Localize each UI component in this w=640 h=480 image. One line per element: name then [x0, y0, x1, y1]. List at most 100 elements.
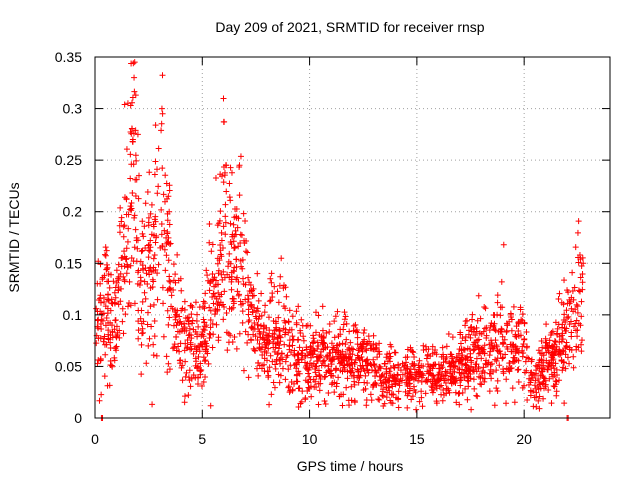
- data-point: [482, 305, 489, 312]
- data-point: [167, 278, 174, 285]
- data-point: [549, 328, 556, 335]
- data-point: [310, 335, 317, 342]
- data-point: [250, 325, 257, 332]
- y-tick-label: 0.35: [55, 49, 82, 65]
- data-point: [569, 269, 576, 276]
- data-point: [295, 385, 302, 392]
- data-point: [95, 316, 102, 323]
- data-point: [430, 380, 437, 387]
- data-point: [317, 375, 324, 382]
- data-point: [496, 362, 503, 369]
- data-point: [204, 272, 211, 279]
- data-point: [231, 334, 238, 341]
- data-point: [449, 334, 456, 341]
- data-point: [296, 344, 303, 351]
- y-tick-label: 0.2: [63, 204, 83, 220]
- y-tick-label: 0.3: [63, 101, 83, 117]
- data-point: [491, 312, 498, 319]
- data-point: [188, 375, 195, 382]
- data-point: [285, 366, 292, 373]
- data-point: [216, 217, 223, 224]
- data-point: [469, 316, 476, 323]
- data-point: [423, 376, 430, 383]
- data-point: [430, 386, 437, 393]
- data-point: [274, 351, 281, 358]
- data-point: [443, 354, 450, 361]
- data-point: [570, 308, 577, 315]
- data-point: [138, 341, 145, 348]
- data-point: [236, 162, 243, 169]
- data-point: [423, 355, 430, 362]
- data-point: [406, 380, 413, 387]
- data-point: [567, 298, 574, 305]
- data-point: [552, 378, 559, 385]
- data-point: [101, 335, 108, 342]
- data-point: [362, 372, 369, 379]
- data-point: [271, 384, 278, 391]
- data-point: [522, 358, 529, 365]
- data-point: [386, 368, 393, 375]
- data-point: [194, 333, 201, 340]
- data-point: [418, 394, 425, 401]
- data-point: [172, 271, 179, 278]
- data-point: [463, 355, 470, 362]
- data-point: [357, 341, 364, 348]
- data-point: [308, 393, 315, 400]
- data-point: [277, 338, 284, 345]
- data-point: [517, 332, 524, 339]
- data-point: [434, 377, 441, 384]
- data-point: [219, 173, 225, 180]
- data-point: [379, 371, 386, 378]
- data-point: [155, 145, 162, 152]
- data-point: [578, 337, 585, 344]
- data-point: [242, 218, 249, 225]
- data-point: [462, 318, 469, 325]
- data-point: [179, 362, 186, 369]
- data-point: [129, 99, 136, 106]
- data-point: [509, 385, 516, 392]
- data-point: [148, 201, 155, 208]
- data-point: [455, 358, 462, 365]
- data-point: [397, 375, 404, 382]
- data-point: [284, 352, 291, 359]
- data-point: [336, 360, 343, 367]
- data-point: [129, 189, 136, 196]
- data-point: [470, 325, 477, 332]
- data-point: [198, 332, 205, 339]
- data-point: [289, 313, 296, 320]
- data-point: [185, 392, 192, 399]
- data-point: [135, 335, 142, 342]
- data-point: [112, 317, 119, 324]
- data-point: [300, 337, 307, 344]
- data-point: [214, 301, 221, 308]
- data-point: [474, 317, 481, 324]
- data-point: [271, 283, 278, 290]
- data-point: [299, 388, 306, 395]
- data-point: [548, 371, 555, 378]
- data-point: [208, 248, 215, 255]
- data-point: [195, 323, 202, 330]
- data-point: [245, 306, 252, 313]
- data-point: [270, 379, 277, 386]
- data-point: [440, 386, 447, 393]
- data-point: [399, 371, 406, 378]
- data-point: [145, 247, 152, 254]
- data-point: [422, 378, 429, 385]
- data-point: [245, 274, 252, 281]
- data-point: [186, 331, 193, 338]
- data-point: [370, 356, 377, 363]
- data-point: [170, 261, 177, 268]
- data-point: [527, 369, 534, 376]
- data-point: [351, 378, 358, 385]
- data-point: [228, 278, 235, 285]
- x-axis-label: GPS time / hours: [297, 458, 404, 474]
- data-point: [246, 279, 253, 286]
- data-point: [131, 59, 138, 66]
- data-point: [181, 324, 188, 331]
- data-point: [178, 287, 185, 294]
- labels-layer: 0 0.05 0.1 0.15 0.2 0.25 0.3 0.35 0 5 10 15 20: [55, 49, 532, 447]
- data-point: [137, 274, 144, 281]
- data-point: [194, 380, 201, 387]
- data-point: [324, 354, 331, 361]
